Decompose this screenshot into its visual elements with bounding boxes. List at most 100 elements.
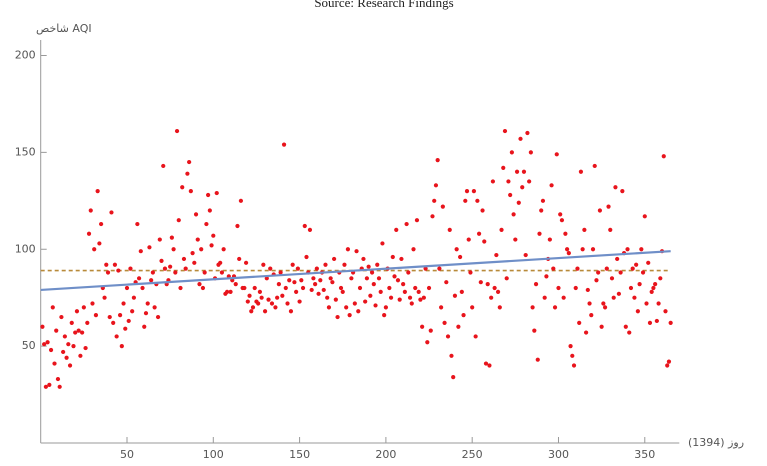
point	[540, 198, 546, 203]
point	[444, 280, 449, 285]
point	[316, 291, 321, 296]
point	[297, 299, 302, 304]
point	[666, 359, 672, 364]
point	[335, 314, 340, 320]
point	[430, 214, 435, 219]
point	[445, 334, 451, 339]
point	[513, 237, 518, 242]
point	[247, 293, 252, 298]
point	[130, 309, 135, 314]
y-tick-label: 100	[15, 242, 36, 255]
point	[90, 301, 95, 306]
point	[69, 320, 74, 325]
point	[171, 247, 176, 252]
point	[178, 285, 183, 291]
point	[606, 204, 611, 209]
point	[504, 276, 509, 281]
point	[299, 278, 304, 283]
point	[237, 256, 242, 262]
point	[501, 165, 506, 170]
point	[364, 276, 370, 281]
point	[416, 289, 421, 294]
point	[333, 297, 338, 302]
point	[92, 247, 97, 252]
point	[369, 270, 375, 275]
point	[589, 313, 594, 318]
point	[136, 276, 142, 281]
point	[663, 309, 668, 314]
point	[64, 355, 69, 360]
point	[368, 293, 373, 298]
point	[155, 314, 161, 320]
point	[632, 295, 637, 300]
point	[161, 163, 166, 169]
point	[202, 270, 207, 275]
point	[582, 227, 587, 232]
point	[440, 204, 445, 209]
point	[261, 262, 266, 267]
point	[568, 344, 573, 349]
point	[554, 152, 559, 157]
point	[338, 285, 344, 291]
trend-line	[40, 250, 671, 292]
point	[590, 247, 596, 252]
x-tick-label: 250	[462, 448, 483, 461]
point	[628, 285, 634, 291]
point	[511, 212, 516, 217]
point	[287, 278, 292, 283]
point	[556, 285, 561, 291]
point	[399, 256, 404, 262]
point	[104, 262, 109, 267]
point	[159, 258, 164, 263]
point	[459, 289, 464, 294]
point	[502, 128, 508, 134]
point	[559, 218, 565, 223]
point	[363, 299, 368, 304]
point	[558, 212, 563, 217]
point	[551, 266, 556, 271]
point	[112, 262, 118, 267]
point	[281, 142, 287, 147]
point	[278, 270, 283, 275]
point	[407, 295, 413, 300]
point	[592, 163, 597, 169]
point	[257, 289, 262, 294]
point	[413, 285, 418, 291]
point	[466, 237, 471, 242]
point	[476, 231, 482, 236]
point	[295, 266, 300, 271]
y-tick-label: 150	[15, 145, 36, 158]
point	[578, 169, 584, 174]
point	[342, 262, 347, 267]
point	[314, 266, 319, 271]
point	[433, 183, 439, 188]
point	[544, 274, 549, 279]
point	[604, 266, 609, 271]
point	[102, 295, 107, 300]
point	[225, 289, 230, 294]
point	[42, 342, 47, 347]
point	[116, 268, 121, 273]
point	[292, 280, 297, 285]
point	[269, 301, 275, 306]
point	[45, 340, 50, 345]
point	[497, 305, 502, 310]
point	[221, 247, 226, 252]
point	[596, 270, 601, 275]
point	[651, 285, 656, 291]
x-tick-label: 350	[634, 448, 655, 461]
point	[290, 262, 295, 267]
point	[140, 285, 145, 291]
point	[321, 287, 326, 293]
point	[176, 218, 181, 223]
point	[169, 235, 174, 240]
point	[262, 309, 268, 314]
point	[653, 282, 658, 287]
point	[76, 328, 81, 333]
point	[147, 245, 152, 250]
point	[207, 208, 212, 213]
point	[123, 326, 128, 331]
point	[131, 295, 137, 300]
point	[332, 256, 337, 262]
point	[200, 285, 206, 291]
